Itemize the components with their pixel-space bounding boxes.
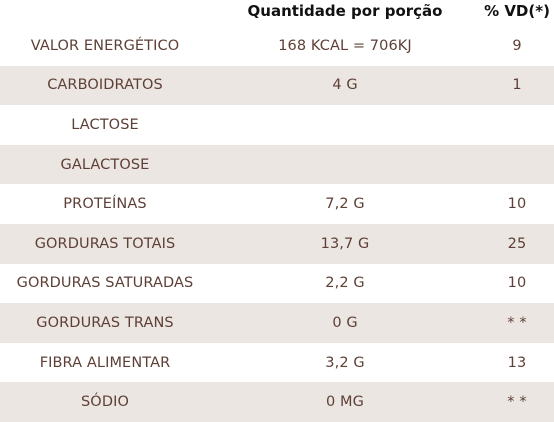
nutrient-quantity: 2,2 G xyxy=(325,275,365,292)
table-row: GALACTOSE xyxy=(0,144,554,185)
table-row: CARBOIDRATOS 4 G 1 xyxy=(0,65,554,106)
nutrient-quantity: 4 G xyxy=(332,77,358,94)
nutrient-quantity: 3,2 G xyxy=(325,354,365,371)
nutrient-name: CARBOIDRATOS xyxy=(47,77,163,94)
header-vd-label: % VD(*) xyxy=(484,2,550,20)
nutrient-vd: * * xyxy=(507,394,527,411)
nutrient-name: GORDURAS TRANS xyxy=(36,314,174,331)
nutrient-name: PROTEÍNAS xyxy=(63,196,147,213)
table-body: VALOR ENERGÉTICO 168 KCAL = 706KJ 9 CARB… xyxy=(0,26,554,422)
nutrient-vd: 9 xyxy=(512,37,522,54)
nutrient-vd: 10 xyxy=(507,196,527,213)
nutrient-vd: 10 xyxy=(507,275,527,292)
nutrient-vd: * * xyxy=(507,314,527,331)
table-row: GORDURAS SATURADAS 2,2 G 10 xyxy=(0,264,554,304)
nutrient-quantity: 13,7 G xyxy=(320,235,370,252)
table-row: GORDURAS TOTAIS 13,7 G 25 xyxy=(0,223,554,264)
table-row: FIBRA ALIMENTAR 3,2 G 13 xyxy=(0,343,554,383)
nutrient-quantity: 7,2 G xyxy=(325,196,365,213)
table-row: LACTOSE xyxy=(0,105,554,145)
nutrient-name: GORDURAS TOTAIS xyxy=(34,235,176,252)
nutrient-quantity: 168 KCAL = 706KJ xyxy=(278,37,412,54)
table-row: GORDURAS TRANS 0 G * * xyxy=(0,303,554,343)
nutrient-name: GALACTOSE xyxy=(60,156,150,173)
nutrient-vd: 13 xyxy=(507,354,527,371)
nutrient-vd: 1 xyxy=(512,77,522,94)
table-row: VALOR ENERGÉTICO 168 KCAL = 706KJ 9 xyxy=(0,26,554,66)
table-header: Quantidade por porção % VD(*) xyxy=(0,0,554,26)
nutrient-name: SÓDIO xyxy=(81,394,129,411)
table-row: SÓDIO 0 MG * * xyxy=(0,382,554,422)
nutrient-name: VALOR ENERGÉTICO xyxy=(30,37,180,54)
nutrient-quantity: 0 G xyxy=(332,314,358,331)
nutrient-name: GORDURAS SATURADAS xyxy=(16,275,194,292)
table-row: PROTEÍNAS 7,2 G 10 xyxy=(0,184,554,224)
header-quantity-label: Quantidade por porção xyxy=(247,2,443,20)
nutrient-quantity: 0 MG xyxy=(326,394,364,411)
nutrient-name: LACTOSE xyxy=(71,116,139,133)
nutrient-vd: 25 xyxy=(507,235,527,252)
nutrient-name: FIBRA ALIMENTAR xyxy=(39,354,171,371)
